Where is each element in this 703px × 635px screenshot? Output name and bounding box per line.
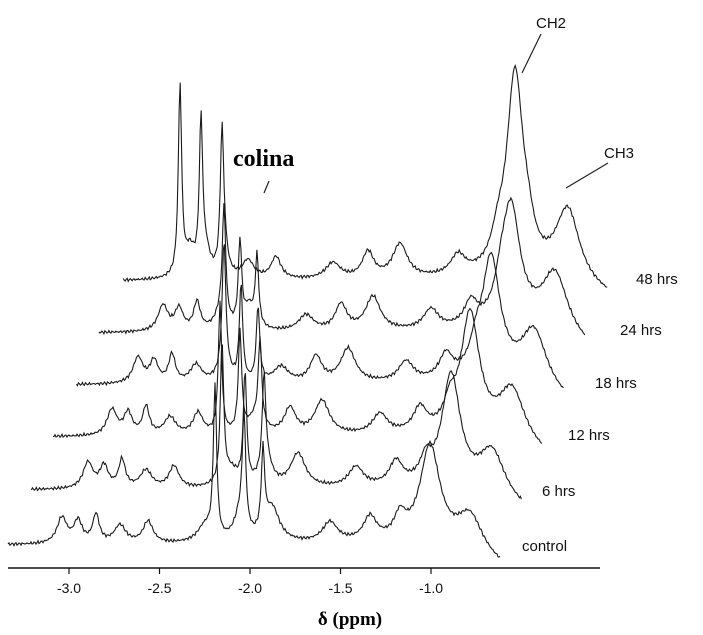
annotation-ch2: CH2 [536, 15, 566, 32]
series-label-control: control [522, 538, 567, 555]
spectrum-trace-18-hrs [75, 244, 564, 389]
spectrum-trace-48-hrs [122, 63, 608, 288]
spectrum-trace-6-hrs [30, 344, 522, 500]
annotation-colina-leader [263, 180, 270, 194]
x-axis-ticks: -3.5-3.0-2.5-2.0-1.5-1.0 [57, 568, 443, 596]
spectrum-trace-24-hrs [98, 196, 586, 336]
spectrum-trace-12-hrs [53, 300, 543, 444]
x-tick-label: -3.0 [57, 580, 81, 596]
series-label-12hrs: 12 hrs [568, 427, 610, 444]
series-label-6hrs: 6 hrs [542, 483, 575, 500]
spectra-traces [7, 63, 608, 558]
annotation-ch3-leader [565, 162, 609, 189]
annotation-colina: colina [233, 146, 294, 172]
series-label-48hrs: 48 hrs [636, 271, 678, 288]
series-label-18hrs: 18 hrs [595, 375, 637, 392]
x-axis-title: δ (ppm) [318, 609, 382, 630]
x-tick-label: -2.0 [238, 580, 262, 596]
annotation-ch2-leader [521, 33, 542, 74]
x-tick-label: -1.0 [419, 580, 443, 596]
x-tick-label: -2.5 [147, 580, 171, 596]
x-tick-label: -1.5 [328, 580, 352, 596]
series-label-24hrs: 24 hrs [620, 322, 662, 339]
spectrum-trace-control [7, 382, 501, 558]
annotation-ch3: CH3 [604, 145, 634, 162]
